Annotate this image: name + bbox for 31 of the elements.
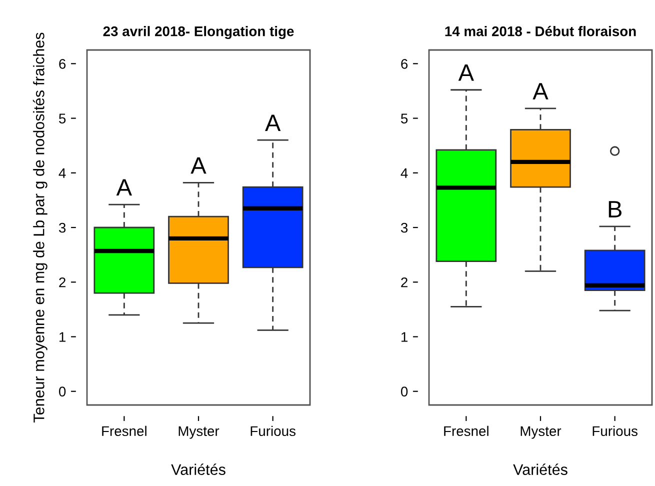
y-tick-label: 5 xyxy=(59,114,66,124)
x-tick-label: Myster xyxy=(178,426,220,439)
chart-title: 23 avril 2018- Elongation tige xyxy=(103,26,294,40)
y-tick-label: 0 xyxy=(58,386,66,397)
y-tick-label: 1 xyxy=(402,332,408,342)
y-tick-label: 3 xyxy=(400,222,408,233)
y-tick-label: 6 xyxy=(59,58,66,69)
annotation: B xyxy=(608,201,622,218)
chart-title: 14 mai 2018 - Début floraison xyxy=(445,26,636,36)
x-tick-label: Fresnel xyxy=(444,426,488,436)
y-tick-label: 5 xyxy=(401,114,408,124)
y-tick-label: 6 xyxy=(401,58,408,69)
annotation: A xyxy=(190,157,206,174)
y-tick-label: 4 xyxy=(58,168,66,178)
y-tick-label: 2 xyxy=(401,277,408,288)
x-axis-title: Variétés xyxy=(513,464,568,475)
x-tick-label: Myster xyxy=(520,426,562,439)
y-tick-label: 0 xyxy=(400,386,408,397)
y-tick-label: 3 xyxy=(58,222,66,233)
annotation: A xyxy=(116,179,132,196)
y-tick-label: 1 xyxy=(60,332,66,342)
annotation: A xyxy=(458,64,474,81)
x-tick-label: Furious xyxy=(592,426,638,436)
x-tick-label: Fresnel xyxy=(102,426,146,436)
x-tick-label: Furious xyxy=(250,426,296,436)
annotation: A xyxy=(265,114,281,132)
y-tick-label: 4 xyxy=(400,168,408,178)
y-tick-label: 2 xyxy=(59,277,66,288)
annotation: A xyxy=(532,83,548,100)
y-axis-title: Teneur moyenne en mg de Lb par g de nodosités fraiches xyxy=(32,32,48,422)
x-axis-title: Variétés xyxy=(171,464,226,475)
